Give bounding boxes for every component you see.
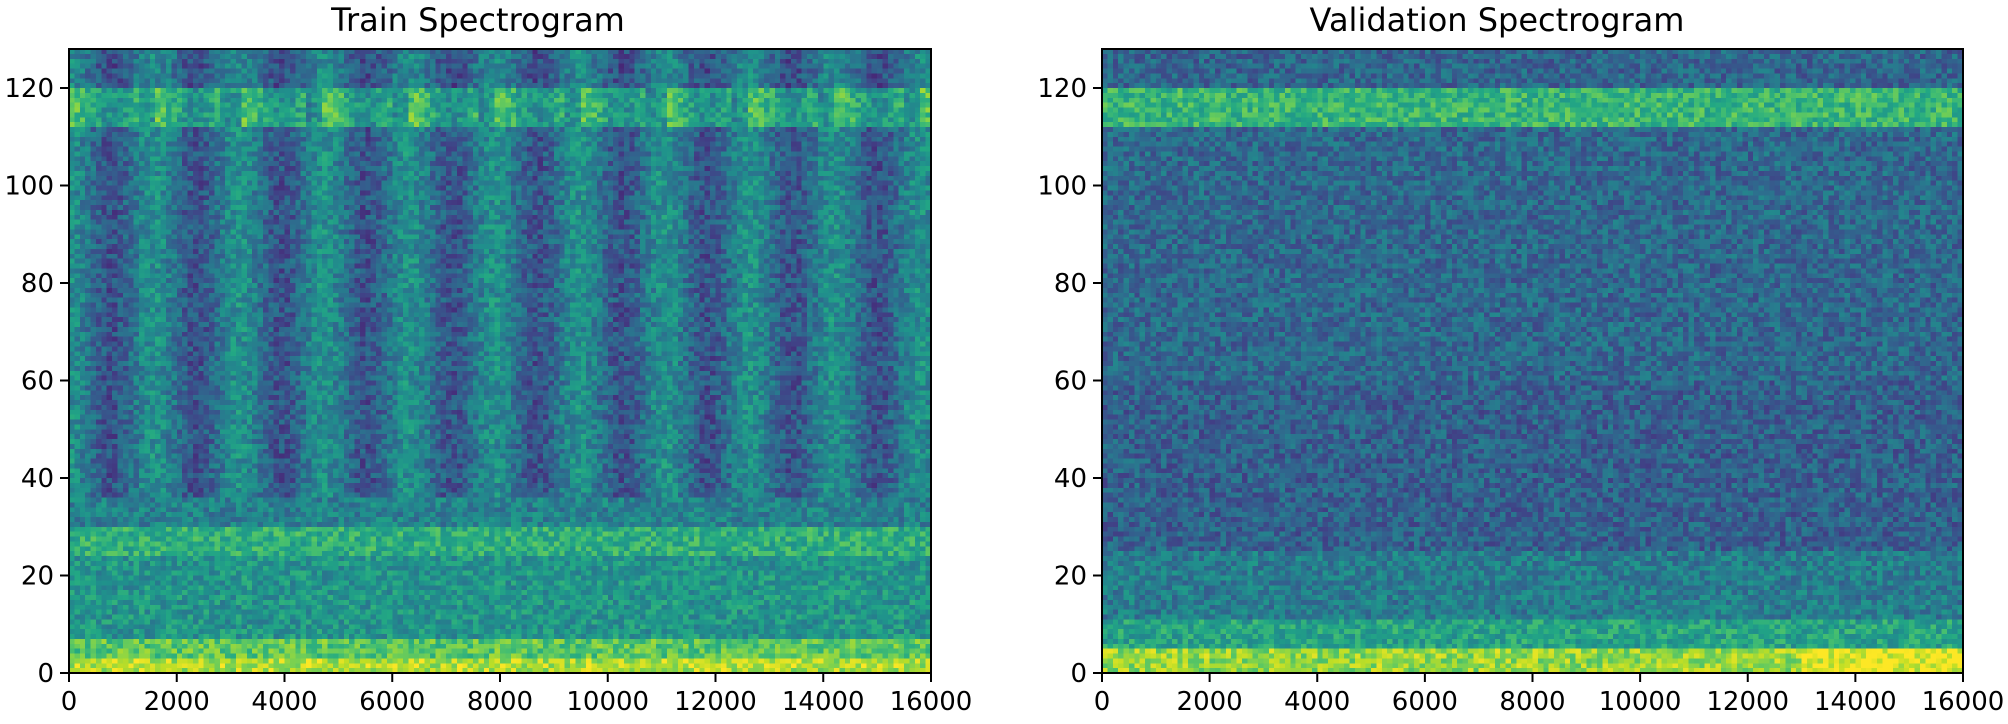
validation-chart-title: Validation Spectrogram	[1310, 1, 1685, 39]
train-axes: 0 2000 4000 6000 8000 10000 12000 14000 16000 0 20…	[4, 74, 972, 717]
train-x-tick-label: 0	[61, 687, 78, 717]
validation-heatmap-object	[1102, 49, 1963, 673]
train-spectrogram-panel: Train Spectrogram 0 2000 4000 6000 8000 10000…	[4, 1, 972, 717]
train-x-tick-label: 6000	[359, 687, 425, 717]
validation-x-tick-label: 2000	[1177, 687, 1243, 717]
validation-axes: 0 2000 4000 6000 8000 10000 12000 14000 16000 0 20…	[1037, 74, 2004, 717]
validation-x-tick-label: 0	[1094, 687, 1111, 717]
train-y-tick-label: 100	[4, 172, 54, 202]
train-x-tick-label: 2000	[144, 687, 210, 717]
train-x-tick-label: 4000	[251, 687, 317, 717]
validation-y-tick-label: 120	[1037, 74, 1087, 104]
train-y-tick-label: 0	[37, 659, 54, 689]
train-x-tick-label: 8000	[467, 687, 533, 717]
train-y-tick-label: 40	[21, 464, 54, 494]
validation-y-tick-label: 80	[1054, 269, 1087, 299]
validation-y-tick-label: 60	[1054, 367, 1087, 397]
validation-heatmap-canvas	[1102, 49, 1963, 673]
train-heatmap-canvas	[69, 49, 931, 673]
train-chart-title: Train Spectrogram	[330, 1, 625, 39]
train-y-tick-label: 80	[21, 269, 54, 299]
validation-x-tick-label: 4000	[1284, 687, 1350, 717]
train-x-tick-label: 10000	[566, 687, 649, 717]
train-x-tick-label: 14000	[782, 687, 865, 717]
train-heatmap-object	[69, 49, 931, 673]
validation-x-tick-label: 10000	[1599, 687, 1682, 717]
validation-y-tick-label: 40	[1054, 464, 1087, 494]
validation-x-tick-label: 8000	[1499, 687, 1565, 717]
train-x-tick-label: 16000	[890, 687, 973, 717]
validation-x-tick-label: 6000	[1392, 687, 1458, 717]
train-x-tick-label: 12000	[674, 687, 757, 717]
validation-y-tick-label: 100	[1037, 172, 1087, 202]
train-y-tick-label: 120	[4, 74, 54, 104]
validation-x-tick-label: 14000	[1814, 687, 1897, 717]
validation-spectrogram-panel: Validation Spectrogram 0 2000 4000 6000 8000…	[1037, 1, 2004, 717]
validation-x-tick-label: 16000	[1922, 687, 2005, 717]
train-y-tick-label: 60	[21, 367, 54, 397]
train-y-tick-label: 20	[21, 562, 54, 592]
validation-y-tick-label: 20	[1054, 562, 1087, 592]
validation-x-tick-label: 12000	[1706, 687, 1789, 717]
validation-y-tick-label: 0	[1070, 659, 1087, 689]
